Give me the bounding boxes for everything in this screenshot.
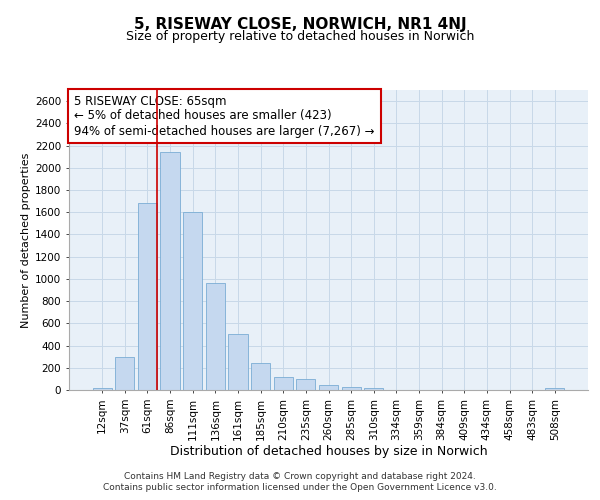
Bar	[274, 376, 293, 390]
Bar	[364, 388, 383, 390]
Text: Size of property relative to detached houses in Norwich: Size of property relative to detached ho…	[126, 30, 474, 43]
Bar	[251, 363, 270, 390]
Text: 5 RISEWAY CLOSE: 65sqm
← 5% of detached houses are smaller (423)
94% of semi-det: 5 RISEWAY CLOSE: 65sqm ← 5% of detached …	[74, 94, 374, 138]
Text: 5, RISEWAY CLOSE, NORWICH, NR1 4NJ: 5, RISEWAY CLOSE, NORWICH, NR1 4NJ	[134, 18, 466, 32]
Bar	[206, 284, 225, 390]
Text: Contains HM Land Registry data © Crown copyright and database right 2024.
Contai: Contains HM Land Registry data © Crown c…	[103, 472, 497, 492]
Bar	[160, 152, 180, 390]
Bar	[229, 334, 248, 390]
Bar	[296, 379, 316, 390]
Bar	[92, 388, 112, 390]
Y-axis label: Number of detached properties: Number of detached properties	[21, 152, 31, 328]
Bar	[341, 387, 361, 390]
Bar	[319, 385, 338, 390]
Bar	[545, 388, 565, 390]
Bar	[115, 356, 134, 390]
Bar	[183, 212, 202, 390]
X-axis label: Distribution of detached houses by size in Norwich: Distribution of detached houses by size …	[170, 446, 487, 458]
Bar	[138, 204, 157, 390]
